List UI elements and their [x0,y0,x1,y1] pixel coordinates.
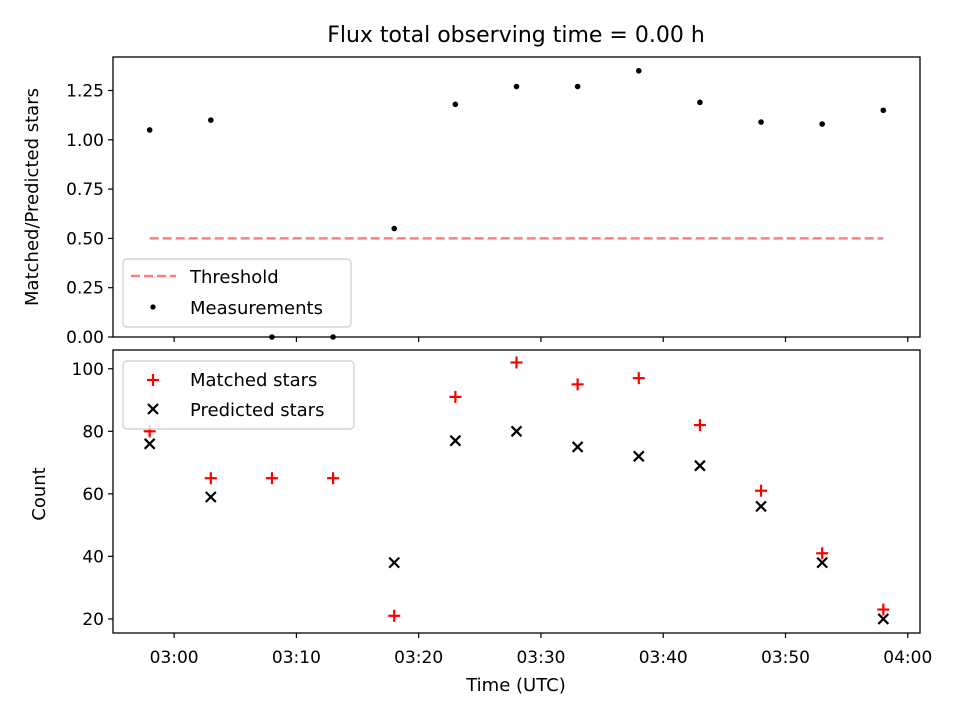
matched-star-point [693,419,706,432]
x-tick-label: 03:50 [761,648,810,668]
x-tick-label: 03:10 [272,648,321,668]
matched-star-point [632,372,645,385]
legend-measurements-label: Measurements [190,298,323,319]
predicted-star-point [816,556,828,569]
bottom-y-tick-label: 40 [82,547,104,567]
matched-star-point [571,378,584,391]
measurement-point [880,107,887,114]
matched-star-point [204,472,217,485]
legend-threshold-label: Threshold [189,267,279,288]
top-y-tick-label: 1.00 [66,131,104,151]
ratio-panel: Flux total observing time = 0.00 h Match… [22,23,921,348]
measurement-point [819,121,825,127]
x-tick-label: 04:00 [883,648,932,668]
measurement-point [758,119,764,125]
bottom-legend-box [122,360,355,430]
legend-predicted-swatch [147,403,159,415]
matched-star-point [816,547,829,560]
measurement-point [513,83,520,90]
predicted-star-point [388,556,401,569]
matched-star-point [510,356,523,369]
predicted-star-point [571,441,584,453]
matched-star-point [449,390,462,403]
predicted-star-point [755,500,767,513]
measurement-point [635,68,642,74]
measurement-point [146,127,153,133]
bottom-y-tick-label: 60 [82,485,104,505]
predicted-star-point [449,434,462,447]
matched-star-point [265,472,278,485]
bottom-plot-frame [112,349,921,634]
legend-matched-label: Matched stars [190,370,317,391]
top-plot-frame [112,56,921,338]
bottom-legend: Matched stars Predicted stars [122,360,355,430]
top-y-tick-label: 0.75 [66,180,104,200]
top-legend-box [122,258,352,328]
matched-star-point [388,609,401,622]
top-y-axis-label: Matched/Predicted stars [22,88,43,306]
legend-matched-swatch [147,374,159,386]
bottom-y-axis-label: Count [29,467,50,520]
predicted-star-point [694,459,706,472]
chart-title: Flux total observing time = 0.00 h [327,23,705,48]
legend-predicted-label: Predicted stars [190,400,324,421]
measurement-point [574,83,581,90]
predicted-star-point [143,438,156,450]
matched-star-point [755,484,768,497]
predicted-star-point [205,491,217,503]
x-tick-label: 03:40 [639,648,688,668]
legend-measurements-swatch [150,304,156,310]
predicted-star-point [632,450,645,463]
measurement-point [697,99,703,106]
top-y-tick-label: 1.25 [66,82,104,102]
top-y-tick-label: 0.00 [66,328,104,348]
matched-star-point [327,472,340,485]
x-tick-label: 03:20 [394,648,443,668]
matched-star-point [877,603,890,616]
bottom-y-tick-label: 20 [82,610,104,630]
x-tick-label: 03:30 [516,648,565,668]
top-legend: Threshold Measurements [122,258,352,328]
top-y-tick-label: 0.25 [66,279,104,299]
measurement-point [452,101,459,108]
top-y-tick-label: 0.50 [66,229,104,249]
bottom-y-tick-label: 80 [82,422,104,442]
predicted-star-point [877,613,890,625]
x-tick-label: 03:00 [150,648,199,668]
x-axis-label: Time (UTC) [465,675,566,696]
predicted-star-point [510,425,523,438]
measurement-point [391,225,398,232]
measurement-point [208,117,214,123]
count-panel: Count Time (UTC) 20 40 60 80 100 03:00 03:10 03… [29,349,932,696]
bottom-y-tick-label: 100 [72,360,104,380]
